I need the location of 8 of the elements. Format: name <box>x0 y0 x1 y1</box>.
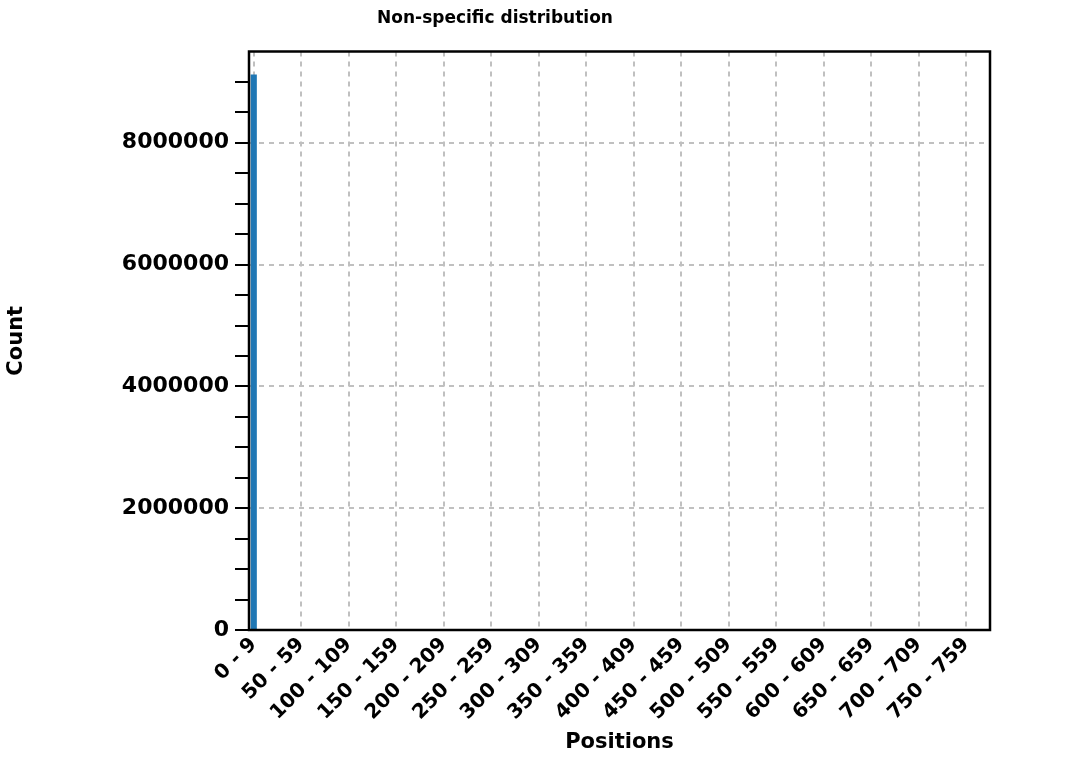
y-axis-title: Count <box>3 305 28 376</box>
y-tick-label: 6000000 <box>121 250 229 276</box>
chart-title: Non-specific distribution <box>377 6 613 27</box>
y-tick-label: 4000000 <box>121 372 229 398</box>
x-axis-title: Positions <box>565 728 674 753</box>
y-tick-label: 0 <box>213 615 229 641</box>
y-tick-label: 2000000 <box>121 493 229 519</box>
y-tick-label: 8000000 <box>121 128 229 154</box>
